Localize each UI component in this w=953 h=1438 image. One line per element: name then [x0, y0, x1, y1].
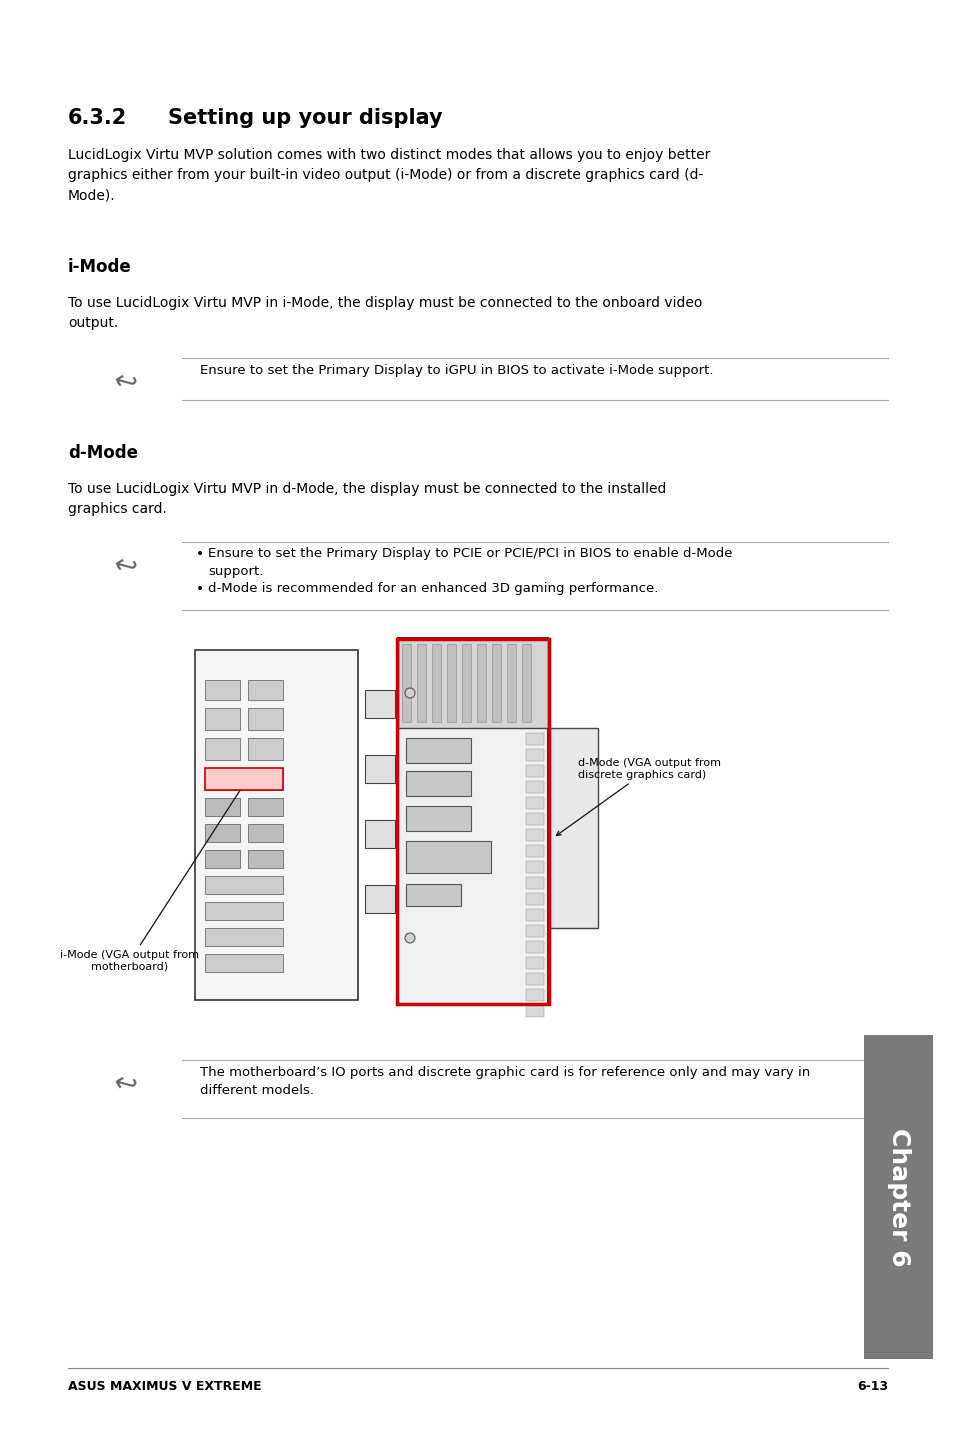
Bar	[396, 638, 548, 1004]
Bar	[248, 707, 283, 731]
Bar	[248, 680, 283, 700]
Bar	[406, 884, 460, 906]
Circle shape	[405, 687, 415, 697]
Bar	[406, 738, 471, 764]
Text: ↩: ↩	[110, 367, 139, 400]
Bar	[416, 644, 426, 722]
Bar	[525, 989, 543, 1001]
Bar	[248, 824, 283, 843]
Bar	[365, 884, 395, 913]
Text: ↩: ↩	[110, 549, 139, 582]
Bar	[205, 953, 283, 972]
Text: The motherboard’s IO ports and discrete graphic card is for reference only and m: The motherboard’s IO ports and discrete …	[200, 1066, 809, 1097]
Bar	[525, 846, 543, 857]
Bar	[525, 877, 543, 889]
Bar	[205, 707, 240, 731]
Bar	[476, 644, 485, 722]
Bar	[406, 807, 471, 831]
Text: d-Mode: d-Mode	[68, 444, 138, 462]
Bar	[525, 861, 543, 873]
Text: d-Mode (VGA output from
discrete graphics card): d-Mode (VGA output from discrete graphic…	[556, 758, 720, 835]
Bar	[397, 638, 547, 728]
Bar	[525, 812, 543, 825]
Bar	[525, 797, 543, 810]
Bar	[525, 749, 543, 761]
Text: 6.3.2: 6.3.2	[68, 108, 127, 128]
Circle shape	[405, 933, 415, 943]
Text: i-Mode: i-Mode	[68, 257, 132, 276]
Text: •: •	[195, 546, 204, 561]
Bar	[365, 690, 395, 718]
Bar	[525, 940, 543, 953]
Bar	[205, 850, 240, 869]
Bar	[205, 928, 283, 946]
Bar	[525, 974, 543, 985]
Bar	[205, 680, 240, 700]
Bar	[205, 768, 283, 789]
Bar	[492, 644, 500, 722]
Bar	[525, 828, 543, 841]
Bar	[406, 771, 471, 797]
Bar	[205, 738, 240, 761]
Bar	[432, 644, 440, 722]
Bar	[525, 781, 543, 792]
Bar	[248, 850, 283, 869]
Text: d-Mode is recommended for an enhanced 3D gaming performance.: d-Mode is recommended for an enhanced 3D…	[208, 582, 658, 595]
Text: Ensure to set the Primary Display to PCIE or PCIE/PCI in BIOS to enable d-Mode
s: Ensure to set the Primary Display to PCI…	[208, 546, 732, 578]
Bar	[525, 893, 543, 905]
Bar	[447, 644, 456, 722]
Bar	[525, 765, 543, 777]
Text: Setting up your display: Setting up your display	[168, 108, 442, 128]
Bar	[194, 650, 357, 999]
Bar	[205, 876, 283, 894]
Bar	[525, 958, 543, 969]
Bar	[205, 902, 283, 920]
Bar	[248, 798, 283, 815]
Bar	[525, 925, 543, 938]
Bar	[521, 644, 531, 722]
Bar	[525, 909, 543, 920]
Bar	[547, 728, 598, 928]
Text: •: •	[195, 582, 204, 595]
Bar	[205, 824, 240, 843]
Bar	[248, 738, 283, 761]
Text: i-Mode (VGA output from
motherboard): i-Mode (VGA output from motherboard)	[60, 781, 246, 972]
Bar	[397, 638, 547, 1005]
Bar	[525, 1005, 543, 1017]
Bar	[205, 798, 240, 815]
Bar	[525, 733, 543, 745]
Text: Chapter 6: Chapter 6	[885, 1127, 910, 1267]
Text: To use LucidLogix Virtu MVP in i-Mode, the display must be connected to the onbo: To use LucidLogix Virtu MVP in i-Mode, t…	[68, 296, 701, 331]
Text: ASUS MAXIMUS V EXTREME: ASUS MAXIMUS V EXTREME	[68, 1380, 261, 1393]
Text: Ensure to set the Primary Display to iGPU in BIOS to activate i-Mode support.: Ensure to set the Primary Display to iGP…	[200, 364, 713, 377]
Text: ↩: ↩	[110, 1068, 139, 1102]
Bar	[461, 644, 471, 722]
Text: To use LucidLogix Virtu MVP in d-Mode, the display must be connected to the inst: To use LucidLogix Virtu MVP in d-Mode, t…	[68, 482, 666, 516]
Bar	[130, 630, 829, 1009]
Bar	[406, 841, 491, 873]
Bar	[506, 644, 516, 722]
Bar	[205, 768, 283, 789]
Text: 6-13: 6-13	[856, 1380, 887, 1393]
Bar	[401, 644, 411, 722]
Text: LucidLogix Virtu MVP solution comes with two distinct modes that allows you to e: LucidLogix Virtu MVP solution comes with…	[68, 148, 710, 203]
Bar	[365, 755, 395, 784]
Bar	[365, 820, 395, 848]
